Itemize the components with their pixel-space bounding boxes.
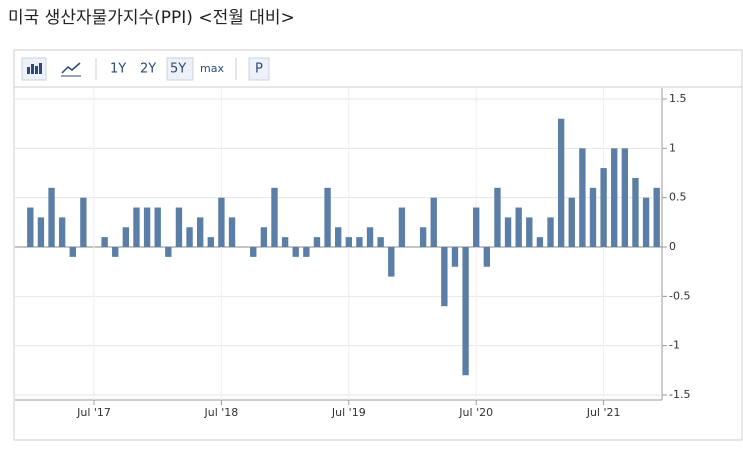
bar	[441, 247, 448, 307]
bar	[292, 247, 299, 257]
chart-title: 미국 생산자물가지수(PPI) <전월 대비>	[8, 8, 295, 28]
range-button[interactable]: 5Y	[170, 62, 186, 77]
bar	[27, 207, 34, 247]
x-tick-label: Jul '17	[76, 406, 111, 419]
bar	[388, 247, 395, 277]
bar	[398, 207, 406, 247]
x-tick-label: Jul '20	[458, 406, 493, 419]
bar	[653, 187, 660, 247]
bar	[515, 207, 522, 247]
bar	[37, 217, 45, 247]
bar	[69, 247, 76, 257]
bar-icon-button[interactable]	[21, 57, 47, 81]
bar	[621, 148, 629, 247]
bar	[260, 227, 268, 247]
bar	[579, 148, 586, 247]
bar	[324, 187, 331, 247]
bar	[112, 247, 119, 257]
x-tick-label: Jul '19	[331, 406, 366, 419]
bar	[186, 227, 193, 247]
bar	[154, 207, 161, 247]
bar	[122, 227, 130, 247]
button-frame	[248, 57, 270, 81]
bar	[632, 177, 639, 247]
bar	[536, 237, 544, 247]
bar	[642, 197, 650, 247]
bar	[196, 217, 204, 247]
bar	[377, 237, 384, 247]
bar	[80, 197, 87, 247]
bar	[271, 187, 278, 247]
y-tick-label: -1	[669, 339, 680, 352]
bar	[557, 118, 565, 247]
range-button[interactable]: max	[200, 62, 224, 75]
y-tick-label: 0	[669, 240, 676, 253]
bar	[547, 217, 554, 247]
bar	[526, 217, 533, 247]
chart-frame	[13, 49, 743, 441]
button-frame	[166, 57, 194, 81]
x-tick-label: Jul '18	[204, 406, 239, 419]
bar	[345, 237, 352, 247]
bar	[462, 247, 469, 376]
y-tick-label: -0.5	[669, 289, 690, 302]
bar	[473, 207, 480, 247]
line-icon-button[interactable]	[61, 62, 81, 77]
range-button[interactable]: 2Y	[140, 62, 156, 77]
bar	[48, 187, 55, 247]
bar	[600, 168, 607, 247]
bar	[589, 187, 597, 247]
bar	[58, 217, 66, 247]
x-tick-label: Jul '21	[586, 406, 621, 419]
y-tick-label: 1.5	[669, 92, 687, 105]
bar	[165, 247, 172, 257]
y-tick-label: -1.5	[669, 388, 690, 401]
range-button[interactable]: P	[255, 62, 263, 77]
bar	[143, 207, 151, 247]
bar	[568, 197, 575, 247]
bar	[101, 237, 108, 247]
bar	[611, 148, 618, 247]
bar	[175, 207, 183, 247]
bar	[133, 207, 140, 247]
range-button[interactable]: 1Y	[110, 62, 126, 77]
bar	[250, 247, 257, 257]
bar	[218, 197, 225, 247]
bar	[451, 247, 459, 267]
y-tick-label: 1	[669, 141, 676, 154]
bar	[430, 197, 437, 247]
bar	[419, 227, 427, 247]
bar	[356, 237, 363, 247]
bar	[366, 227, 374, 247]
y-tick-label: 0.5	[669, 191, 687, 204]
bar	[504, 217, 512, 247]
bar	[281, 237, 289, 247]
bar	[228, 217, 236, 247]
bar	[313, 237, 321, 247]
bar	[207, 237, 214, 247]
bar	[335, 227, 342, 247]
bar	[303, 247, 310, 257]
bar	[483, 247, 491, 267]
bar	[494, 187, 501, 247]
